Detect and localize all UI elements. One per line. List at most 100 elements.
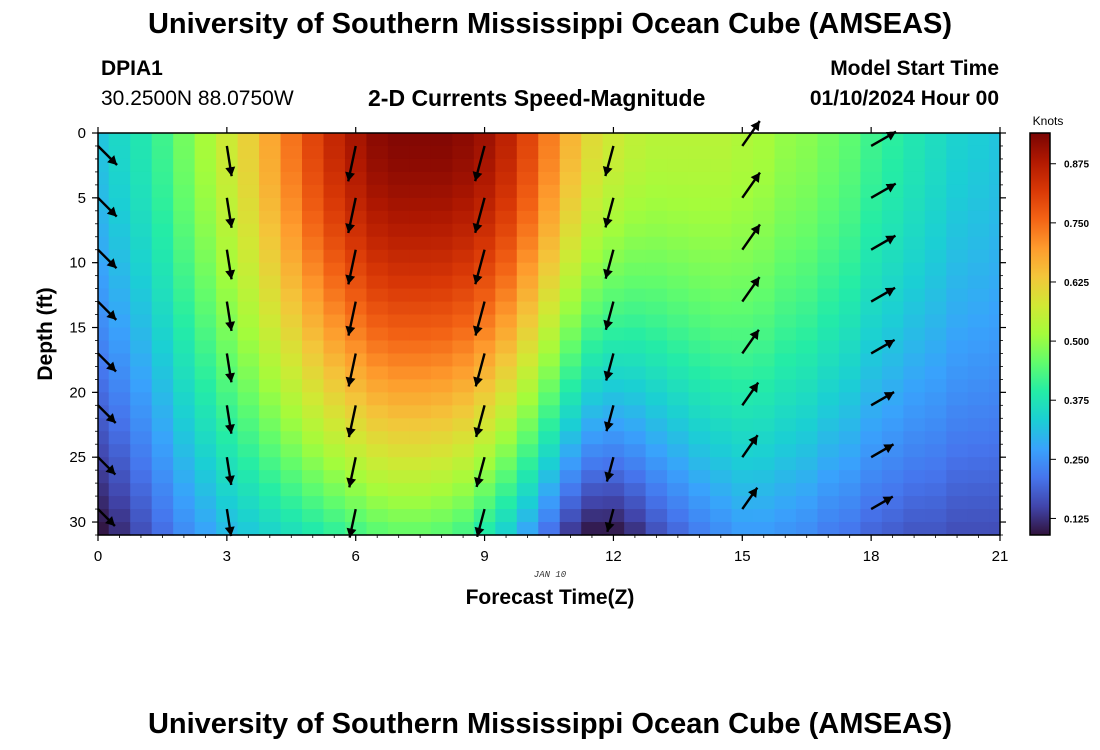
- heatmap-cell: [409, 288, 432, 303]
- heatmap-cell: [989, 366, 1001, 380]
- heatmap-cell: [903, 301, 926, 316]
- vector-arrow: [474, 456, 486, 488]
- heatmap-cell: [924, 405, 947, 419]
- heatmap-cell: [495, 262, 518, 277]
- heatmap-cell: [860, 301, 883, 316]
- heatmap-cell: [710, 158, 733, 173]
- heatmap-cell: [108, 184, 131, 199]
- heatmap-cell: [795, 262, 819, 277]
- heatmap-cell: [366, 483, 389, 497]
- heatmap-cell: [98, 392, 110, 406]
- heatmap-cell: [108, 405, 131, 419]
- heatmap-cell: [495, 496, 518, 510]
- heatmap-cell: [280, 158, 303, 173]
- x-axis-label: Forecast Time(Z): [466, 586, 635, 609]
- heatmap-cell: [538, 223, 561, 238]
- heatmap-cell: [323, 327, 346, 342]
- heatmap-cell: [302, 314, 325, 329]
- heatmap-cell: [602, 353, 625, 368]
- heatmap-cell: [366, 223, 389, 238]
- heatmap-cell: [688, 133, 711, 147]
- heatmap-cell: [795, 249, 819, 264]
- heatmap-cell: [173, 197, 196, 212]
- heatmap-cell: [216, 275, 239, 290]
- heatmap-cell: [452, 353, 475, 368]
- heatmap-cell: [452, 133, 475, 147]
- heatmap-cell: [645, 288, 668, 303]
- vector-arrow: [97, 508, 116, 527]
- heatmap-cell: [173, 275, 196, 290]
- heatmap-cell: [710, 470, 733, 484]
- heatmap-cell: [817, 314, 840, 329]
- x-tick-label: 9: [480, 548, 488, 565]
- heatmap-cell: [860, 405, 883, 419]
- heatmap-cell: [645, 444, 668, 458]
- heatmap-cell: [387, 496, 411, 510]
- heatmap-cell: [559, 444, 582, 458]
- heatmap-cell: [108, 133, 131, 147]
- heatmap-cell: [645, 223, 668, 238]
- heatmap-cell: [838, 158, 862, 173]
- heatmap-cell: [903, 133, 926, 147]
- heatmap-cell: [688, 171, 711, 186]
- heatmap-cell: [645, 405, 668, 419]
- heatmap-cell: [860, 366, 883, 380]
- heatmap-cell: [924, 483, 947, 497]
- heatmap-cell: [538, 158, 561, 173]
- heatmap-cell: [667, 171, 690, 186]
- heatmap-cell: [624, 249, 647, 264]
- heatmap-cell: [323, 314, 346, 329]
- y-tick-label: 30: [69, 514, 86, 531]
- heatmap-cell: [495, 158, 518, 173]
- heatmap-cell: [860, 262, 883, 277]
- heatmap-cell: [280, 145, 303, 160]
- heatmap-cell: [731, 171, 754, 186]
- heatmap-cell: [795, 483, 819, 497]
- heatmap-cell: [645, 327, 668, 342]
- heatmap-cell: [989, 275, 1001, 290]
- heatmap-cell: [430, 171, 453, 186]
- heatmap-cell: [710, 145, 733, 160]
- heatmap-cell: [838, 197, 862, 212]
- heatmap-cell: [710, 522, 733, 536]
- heatmap-cell: [409, 249, 432, 264]
- heatmap-cell: [860, 210, 883, 225]
- heatmap-cell: [495, 288, 518, 303]
- heatmap-cell: [194, 340, 217, 355]
- heatmap-cell: [280, 522, 303, 536]
- heatmap-cell: [881, 470, 904, 484]
- heatmap-cell: [452, 223, 475, 238]
- vector-arrow: [472, 145, 486, 182]
- heatmap-cell: [860, 379, 883, 393]
- heatmap-cell: [259, 496, 282, 510]
- heatmap-cell: [366, 288, 389, 303]
- heatmap-cell: [624, 301, 647, 316]
- heatmap-cell: [430, 457, 453, 471]
- heatmap-cell: [946, 249, 969, 264]
- heatmap-cell: [967, 210, 990, 225]
- heatmap-cell: [495, 405, 518, 419]
- vector-arrow: [870, 234, 897, 251]
- heatmap-cell: [559, 405, 582, 419]
- heatmap-cell: [817, 509, 840, 523]
- heatmap-cell: [194, 262, 217, 277]
- heatmap-cell: [581, 145, 604, 160]
- heatmap-cell: [967, 133, 990, 147]
- heatmap-cell: [924, 249, 947, 264]
- vector-arrow: [225, 145, 236, 177]
- heatmap-cell: [259, 133, 282, 147]
- heatmap-cell: [989, 457, 1001, 471]
- heatmap-cell: [387, 470, 411, 484]
- heatmap-cell: [710, 275, 733, 290]
- heatmap-cell: [903, 366, 926, 380]
- vector-arrow: [741, 223, 761, 251]
- heatmap-cell: [645, 184, 668, 199]
- vector-arrow: [345, 249, 357, 285]
- heatmap-cell: [366, 340, 389, 355]
- heatmap-cell: [581, 275, 604, 290]
- heatmap-cell: [581, 262, 604, 277]
- heatmap-cell: [989, 470, 1001, 484]
- heatmap-cell: [946, 288, 969, 303]
- heatmap-cell: [323, 301, 346, 316]
